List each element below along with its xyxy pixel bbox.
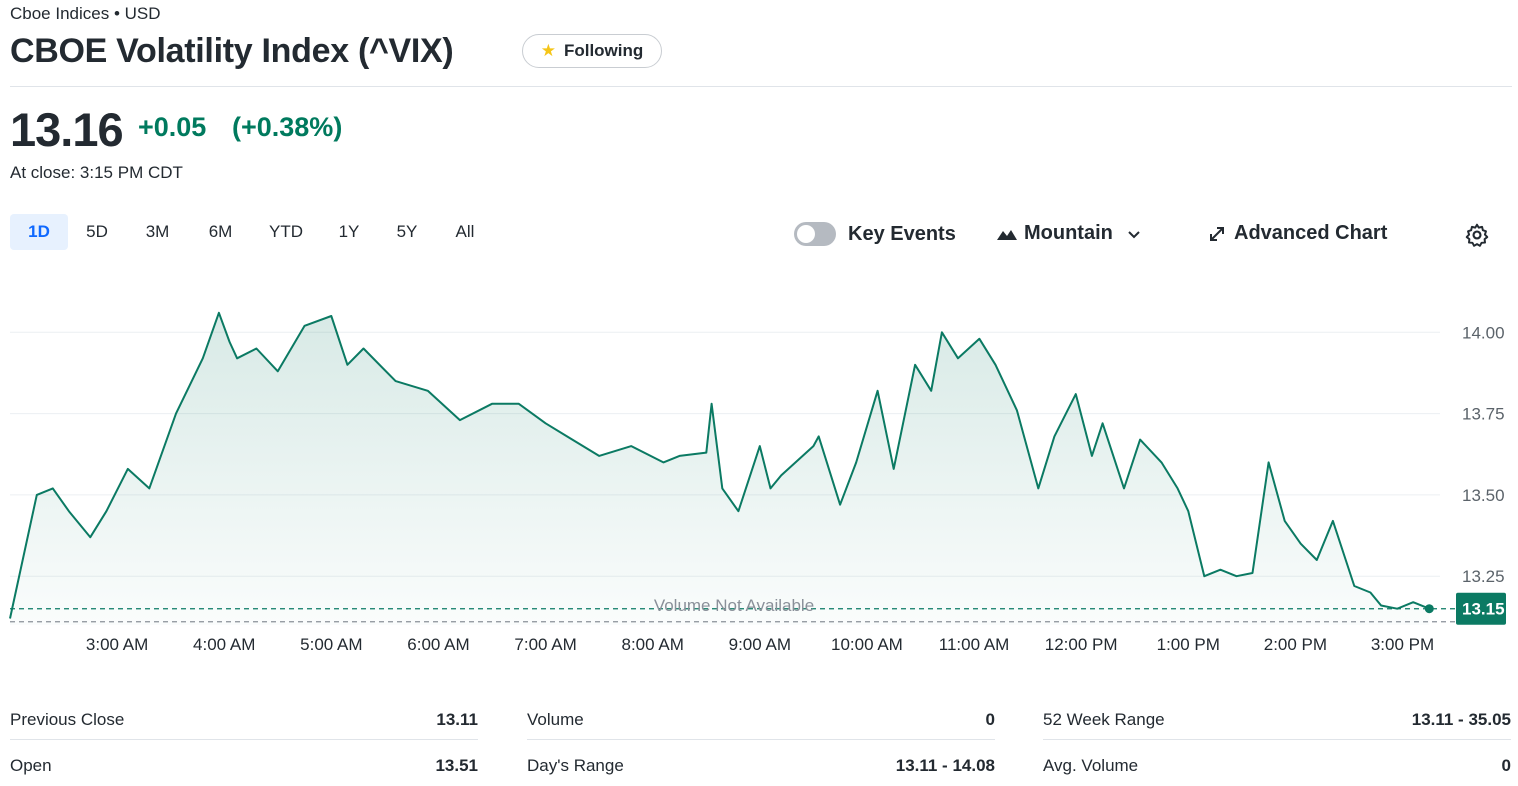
range-tabs: 1D 5D 3M 6M YTD 1Y 5Y All [10,214,494,250]
x-tick-label: 6:00 AM [407,635,469,654]
exchange-label: Cboe Indices • USD [10,4,161,23]
stat-value: 13.51 [435,756,478,775]
last-price-label: 13.15 [1462,600,1505,619]
quote-change-percent: (+0.38%) [232,112,343,142]
star-icon: ★ [540,41,556,60]
stat-value: 0 [985,709,995,729]
range-tab-1y[interactable]: 1Y [338,222,360,241]
stat-label: Day's Range [527,756,624,775]
x-tick-label: 4:00 AM [193,635,255,654]
x-tick-label: 5:00 AM [300,635,362,654]
advanced-chart-button[interactable]: Advanced Chart [1208,222,1387,245]
stat-avg-volume: Avg. Volume 0 [1043,746,1511,786]
stat-open: Open 13.51 [10,746,478,786]
quote-price: 13.16 [10,103,124,156]
page-title: CBOE Volatility Index (^VIX) [10,32,454,70]
x-tick-label: 10:00 AM [831,635,903,654]
following-button[interactable]: ★ Following [522,34,662,68]
expand-icon [1210,226,1224,241]
chevron-down-icon [1128,230,1140,238]
x-tick-label: 1:00 PM [1157,635,1220,654]
key-events-label: Key Events [848,222,956,245]
stat-value: 13.11 - 14.08 [895,756,995,775]
x-tick-label: 7:00 AM [514,635,576,654]
range-tab-ytd[interactable]: YTD [269,222,303,241]
key-events-toggle[interactable]: Key Events [794,222,956,246]
price-line [9,311,1430,619]
stat-label: 52 Week Range [1043,709,1165,729]
toggle-switch[interactable] [794,222,836,246]
stat-value: 13.11 [436,709,478,729]
chart-type-dropdown[interactable]: Mountain [996,222,1143,245]
y-tick-label: 14.00 [1462,323,1505,342]
stat-value: 13.11 - 35.05 [1411,709,1511,729]
header-divider [10,86,1512,87]
stat-52-week-range: 52 Week Range 13.11 - 35.05 [1043,700,1511,740]
gear-icon[interactable] [1464,222,1490,248]
x-tick-label: 11:00 AM [939,635,1010,654]
quote-stats: Previous Close 13.11 Open 13.51 Volume 0… [0,700,1518,781]
stat-previous-close: Previous Close 13.11 [10,700,478,740]
x-tick-label: 9:00 AM [729,635,791,654]
range-tab-1d[interactable]: 1D [10,214,68,250]
volume-note: Volume Not Available [654,596,814,615]
last-price-box [1456,592,1506,625]
advanced-chart-label: Advanced Chart [1234,222,1388,244]
last-price-dot [1424,604,1434,614]
x-tick-label: 8:00 AM [622,635,684,654]
x-tick-label: 12:00 PM [1045,635,1118,654]
x-tick-label: 3:00 PM [1371,635,1434,654]
quote-change: +0.05 [138,112,207,142]
mountain-icon [997,229,1017,240]
close-time: At close: 3:15 PM CDT [10,163,183,182]
range-tab-all[interactable]: All [455,222,475,241]
price-chart[interactable]: 13.15 Volume Not Available 14.00 13.75 13.… [0,280,1518,660]
stat-volume: Volume 0 [527,700,995,740]
chart-type-label: Mountain [1024,222,1113,244]
x-tick-label: 2:00 PM [1264,635,1327,654]
following-label: Following [563,41,644,60]
range-tab-6m[interactable]: 6M [208,222,233,241]
stat-label: Volume [527,709,584,729]
range-tab-3m[interactable]: 3M [145,222,170,241]
stat-days-range: Day's Range 13.11 - 14.08 [527,746,995,786]
stat-value: 0 [1501,756,1511,775]
range-tab-5d[interactable]: 5D [86,222,108,241]
stat-label: Previous Close [10,709,125,729]
stat-label: Avg. Volume [1043,756,1139,775]
x-tick-label: 3:00 AM [86,635,148,654]
range-tab-5y[interactable]: 5Y [396,222,418,241]
y-tick-label: 13.75 [1462,405,1505,424]
y-tick-label: 13.25 [1462,567,1505,586]
y-tick-label: 13.50 [1462,486,1505,505]
stat-label: Open [10,756,52,775]
